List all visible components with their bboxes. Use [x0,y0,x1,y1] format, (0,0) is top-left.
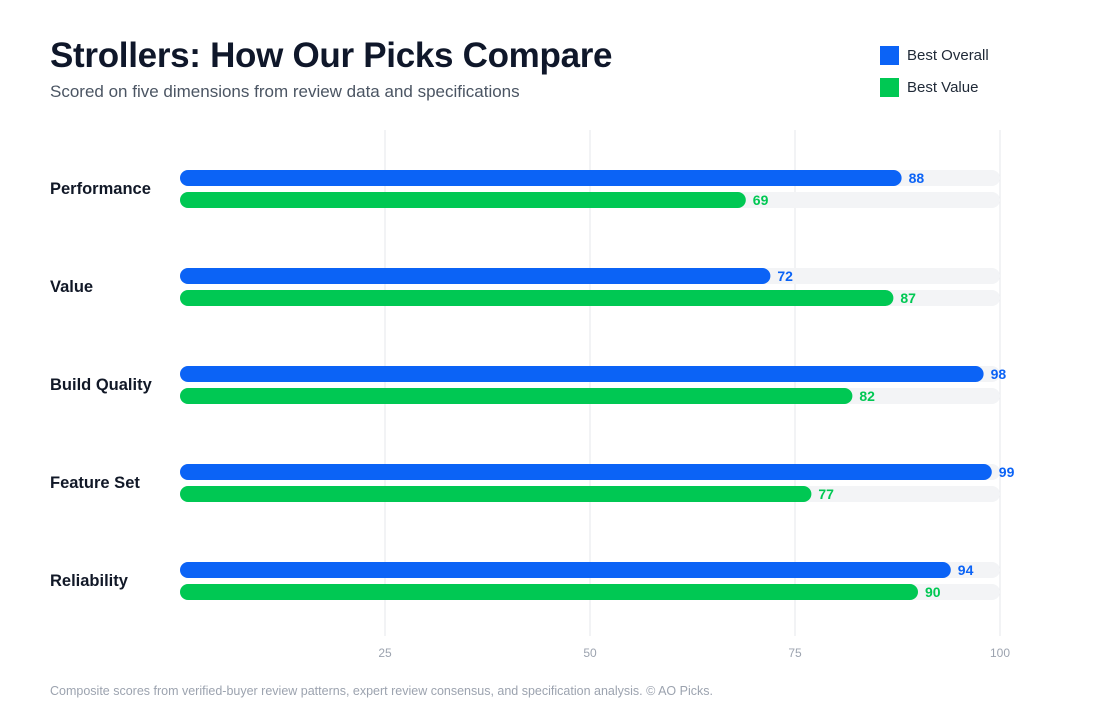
value-label-build-quality-best-overall: 98 [991,366,1007,382]
category-label-reliability: Reliability [50,572,129,590]
bar-build-quality-best-value [180,388,853,404]
bar-performance-best-value [180,192,746,208]
value-label-value-best-overall: 72 [777,268,793,284]
value-label-feature-set-best-value: 77 [818,486,834,502]
x-tick-label-100: 100 [990,646,1010,660]
footnote: Composite scores from verified-buyer rev… [50,684,713,698]
bar-build-quality-best-overall [180,366,984,382]
bar-feature-set-best-value [180,486,812,502]
value-label-performance-best-value: 69 [753,192,769,208]
legend-label-best-value: Best Value [907,78,979,96]
legend-item-best-value: Best Value [880,77,989,97]
x-tick-label-25: 25 [378,646,392,660]
value-label-feature-set-best-overall: 99 [999,464,1015,480]
category-label-performance: Performance [50,180,151,198]
bar-reliability-best-overall [180,562,951,578]
bar-reliability-best-value [180,584,918,600]
chart-subtitle: Scored on five dimensions from review da… [50,82,520,101]
value-label-reliability-best-value: 90 [925,584,941,600]
bar-performance-best-overall [180,170,902,186]
legend-item-best-overall: Best Overall [880,45,989,65]
value-label-build-quality-best-value: 82 [859,388,875,404]
category-label-value: Value [50,278,93,296]
bar-feature-set-best-overall [180,464,992,480]
bar-chart: 25 50 75 100 Performance 88 69 Value 72 87 Build Q… [50,130,1015,660]
x-tick-label-75: 75 [788,646,802,660]
legend-label-best-overall: Best Overall [907,46,989,64]
value-label-reliability-best-overall: 94 [958,562,974,578]
legend: Best Overall Best Value [880,45,989,109]
bar-value-best-value [180,290,894,306]
legend-swatch-best-value [880,77,899,97]
chart-title: Strollers: How Our Picks Compare [50,36,613,75]
legend-swatch-best-overall [880,45,899,65]
value-label-performance-best-overall: 88 [909,170,925,186]
bar-value-best-overall [180,268,771,284]
x-tick-label-50: 50 [583,646,597,660]
category-label-build-quality: Build Quality [50,376,153,394]
category-label-feature-set: Feature Set [50,474,140,492]
value-label-value-best-value: 87 [900,290,916,306]
